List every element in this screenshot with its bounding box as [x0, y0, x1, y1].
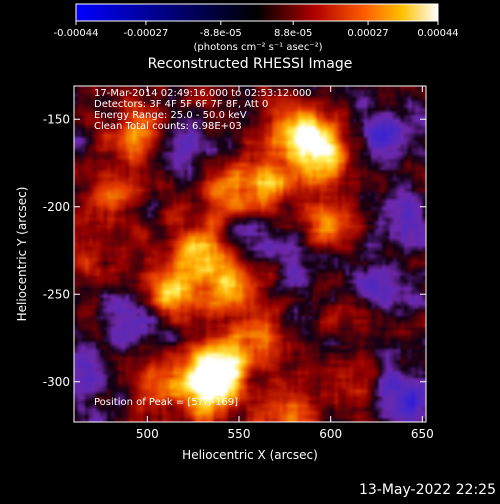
y-axis-label: Heliocentric Y (arcsec): [15, 187, 29, 322]
x-axis-label: Heliocentric X (arcsec): [182, 448, 318, 462]
colorbar-tick-label: 8.8e-05: [274, 28, 312, 39]
x-tick-label: 600: [319, 427, 342, 441]
colorbar-tick-label: 0.00044: [417, 28, 458, 39]
colorbar-tick-label: -0.00027: [123, 28, 168, 39]
heatmap-image: [74, 86, 426, 422]
colorbar-tick-label: -0.00044: [54, 28, 99, 39]
colorbar-tick-label: -8.8e-05: [200, 28, 242, 39]
y-tick-label: -250: [43, 287, 70, 301]
peak-position-label: Position of Peak = [5??,-169]: [94, 397, 239, 408]
plot-frame: [73, 85, 427, 423]
x-axis: 500 550 600 650: [136, 86, 434, 441]
colorbar: [75, 3, 439, 22]
y-tick-label: -200: [43, 200, 70, 214]
colorbar-unit-label: (photons cm⁻² s⁻¹ asec⁻²): [193, 42, 322, 53]
colorbar-tick-label: 0.00027: [347, 28, 388, 39]
y-tick-label: -300: [43, 375, 70, 389]
x-tick-label: 550: [228, 427, 251, 441]
x-tick-label: 650: [411, 427, 434, 441]
chart-title: Reconstructed RHESSI Image: [148, 56, 353, 72]
y-tick-label: -150: [43, 112, 70, 126]
render-timestamp: 13-May-2022 22:25: [358, 482, 496, 498]
x-tick-label: 500: [136, 427, 159, 441]
colorbar-ticks: -0.00044 -0.00027 -8.8e-05 8.8e-05 0.00027 0.…: [54, 21, 459, 39]
y-axis: -150 -200 -250 -300: [43, 112, 426, 389]
